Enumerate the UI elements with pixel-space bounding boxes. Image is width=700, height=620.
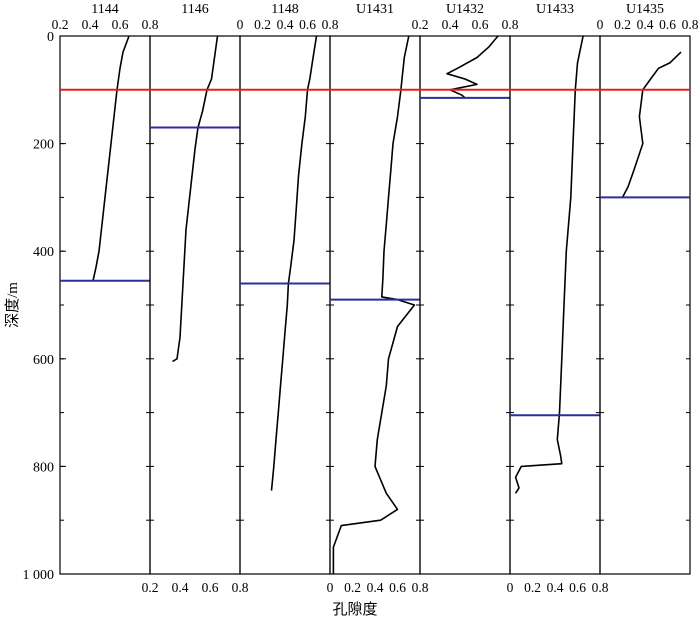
panel-frame (509, 35, 601, 575)
y-tick-label: 200 (33, 138, 54, 153)
x-tick-label-bottom: 0.8 (412, 580, 429, 595)
x-tick-label-bottom: 0.8 (232, 580, 249, 595)
x-tick-label-top: 0 (237, 17, 244, 32)
y-tick-label: 1 000 (23, 568, 55, 583)
x-tick-label-top: 0 (597, 17, 604, 32)
panel-title: U1432 (446, 2, 484, 17)
panel-title: 1144 (91, 2, 118, 17)
y-axis-label: 深度/m (4, 282, 21, 328)
x-tick-label-top: 0.8 (322, 17, 339, 32)
x-tick-label-bottom: 0.6 (202, 580, 219, 595)
x-tick-label-bottom: 0 (327, 580, 334, 595)
panel-title: 1148 (271, 2, 298, 17)
x-tick-label-top: 0.6 (472, 17, 489, 32)
x-tick-label-top: 0.8 (682, 17, 699, 32)
x-tick-label-top: 0.2 (254, 17, 271, 32)
plot-area: 0 200 400 600 800 1 000 1144 0.2 0.4 0.6 0.8 1146 0.… (23, 2, 699, 595)
x-tick-label-bottom: 0.6 (569, 580, 586, 595)
porosity-curve (332, 35, 416, 574)
x-tick-label-top: 0.2 (412, 17, 429, 32)
panel-title: U1433 (536, 2, 574, 17)
x-tick-label-top: 0.4 (82, 17, 99, 32)
x-tick-label-top: 0.8 (502, 17, 519, 32)
panel-title: 1146 (181, 2, 208, 17)
y-tick-label: 800 (33, 460, 54, 475)
x-tick-label-top: 0.6 (112, 17, 129, 32)
porosity-curve (514, 35, 584, 494)
panel-frame (329, 35, 421, 575)
x-tick-label-top: 0.8 (142, 17, 159, 32)
porosity-curve (172, 35, 219, 363)
x-tick-label-bottom: 0.4 (172, 580, 189, 595)
x-tick-label-top: 0.2 (614, 17, 631, 32)
panel-frame (599, 35, 691, 575)
x-axis-label: 孔隙度 (332, 601, 377, 618)
porosity-curve (446, 35, 499, 99)
x-tick-label-bottom: 0 (507, 580, 514, 595)
x-tick-label-top: 0.4 (442, 17, 459, 32)
x-tick-label-bottom: 0.4 (367, 580, 384, 595)
panel-frame (419, 35, 511, 575)
x-tick-label-top: 0.6 (659, 17, 676, 32)
x-tick-label-top: 0.2 (52, 17, 69, 32)
panel-title: U1431 (356, 2, 394, 17)
porosity-curve (92, 35, 130, 281)
porosity-curve (270, 35, 318, 491)
x-tick-label-bottom: 0.2 (142, 580, 159, 595)
x-tick-label-bottom: 0.6 (389, 580, 406, 595)
x-tick-label-top: 0.4 (637, 17, 654, 32)
panel-frame (59, 35, 151, 575)
x-tick-label-bottom: 0.8 (592, 580, 609, 595)
y-tick-label: 0 (47, 30, 54, 45)
panel-frame (239, 35, 331, 575)
panel-title: U1435 (626, 2, 664, 17)
x-tick-label-bottom: 0.4 (547, 580, 564, 595)
y-tick-label: 600 (33, 353, 54, 368)
porosity-curve (621, 51, 682, 198)
x-tick-label-bottom: 0.2 (344, 580, 361, 595)
x-tick-label-top: 0.6 (299, 17, 316, 32)
x-tick-label-bottom: 0.2 (524, 580, 541, 595)
y-tick-label: 400 (33, 245, 54, 260)
x-tick-label-top: 0.4 (277, 17, 294, 32)
panel-frame (149, 35, 241, 575)
